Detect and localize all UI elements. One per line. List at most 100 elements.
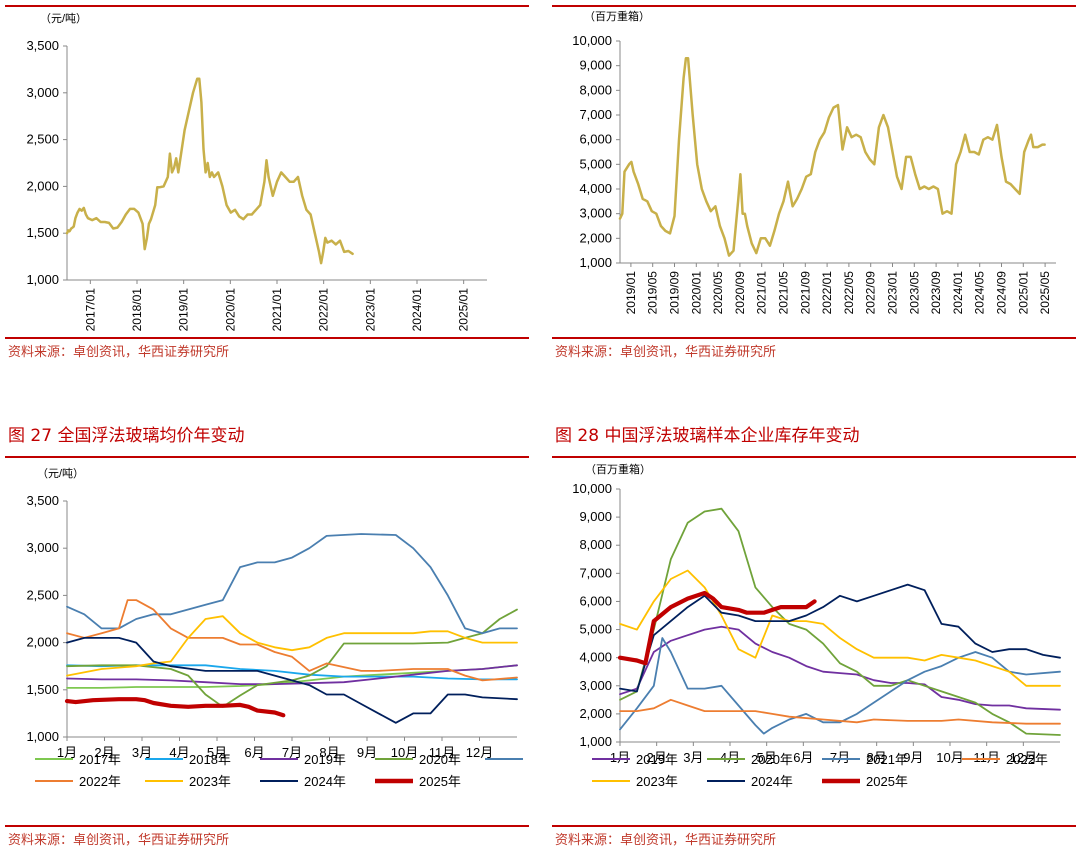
y-tick-label: 2,000 bbox=[26, 178, 59, 193]
x-tick-label: 2019/09 bbox=[668, 271, 682, 315]
x-tick-label: 5月 bbox=[757, 750, 777, 765]
source-note-3: 资料来源：卓创资讯，华西证券研究所 bbox=[8, 833, 230, 848]
x-tick-label: 5月 bbox=[207, 745, 227, 760]
unit-label: （百万重箱） bbox=[584, 9, 650, 23]
x-tick-label: 2024/01 bbox=[951, 271, 965, 315]
x-tick-label: 1月 bbox=[610, 750, 630, 765]
y-tick-label: 1,000 bbox=[579, 255, 612, 270]
title-rule-27 bbox=[5, 456, 529, 458]
x-tick-label: 2023/01 bbox=[363, 288, 377, 332]
legend-label: 2024年 bbox=[751, 774, 793, 789]
y-tick-label: 5,000 bbox=[579, 156, 612, 171]
x-tick-label: 2018/01 bbox=[130, 288, 144, 332]
x-tick-label: 2月 bbox=[647, 750, 667, 765]
series-line-2020年 bbox=[66, 608, 518, 708]
y-tick-label: 10,000 bbox=[572, 481, 612, 496]
x-tick-label: 2023/05 bbox=[907, 271, 921, 315]
y-tick-label: 10,000 bbox=[572, 33, 612, 48]
y-tick-label: 1,000 bbox=[579, 734, 612, 749]
y-tick-label: 7,000 bbox=[579, 107, 612, 122]
x-tick-label: 10月 bbox=[936, 750, 963, 765]
y-tick-label: 7,000 bbox=[579, 565, 612, 580]
x-tick-label: 2022/05 bbox=[842, 271, 856, 315]
legend-label: 2017年 bbox=[79, 752, 121, 767]
x-tick-label: 8月 bbox=[319, 745, 339, 760]
y-tick-label: 3,000 bbox=[26, 85, 59, 100]
x-tick-label: 7月 bbox=[282, 745, 302, 760]
title-rule-28 bbox=[552, 456, 1076, 458]
x-tick-label: 4月 bbox=[720, 750, 740, 765]
y-tick-label: 1,500 bbox=[26, 225, 59, 240]
unit-label: （元/吨） bbox=[37, 467, 84, 480]
top-rule-left bbox=[5, 5, 529, 7]
x-tick-label: 7月 bbox=[830, 750, 850, 765]
series-line-2022年 bbox=[66, 599, 518, 682]
series-line-2019年 bbox=[66, 664, 518, 685]
source-rule-4 bbox=[552, 825, 1076, 827]
x-tick-label: 2024/05 bbox=[973, 271, 987, 315]
x-tick-label: 2024/09 bbox=[995, 271, 1009, 315]
source-note-4: 资料来源：卓创资讯，华西证券研究所 bbox=[555, 833, 777, 848]
y-tick-label: 3,000 bbox=[26, 540, 59, 555]
source-rule-1 bbox=[5, 337, 529, 339]
chart-inventory-trend: （百万重箱） 1,000 2,000 3,000 4,000 5,000 6,000 7,00… bbox=[572, 9, 1056, 315]
legend-label: 2025年 bbox=[866, 774, 908, 789]
legend-label: 2019年 bbox=[636, 752, 678, 767]
legend-label: 2018年 bbox=[189, 752, 231, 767]
legend-label: 2020年 bbox=[419, 752, 461, 767]
y-tick-label: 3,000 bbox=[579, 206, 612, 221]
source-rule-2 bbox=[552, 337, 1076, 339]
x-tick-label: 2021/01 bbox=[270, 288, 284, 332]
y-tick-label: 5,000 bbox=[579, 622, 612, 637]
series-line-2025年 bbox=[617, 590, 817, 666]
x-tick-label: 2021/09 bbox=[798, 271, 812, 315]
y-tick-label: 3,500 bbox=[26, 493, 59, 508]
chart-price-trend: （元/吨） 1,000 1,500 2,000 2,500 3,000 3,500 2017/… bbox=[26, 12, 487, 332]
y-tick-label: 1,500 bbox=[26, 682, 59, 697]
x-tick-label: 2020/01 bbox=[223, 288, 237, 332]
x-tick-label: 2025/01 bbox=[1016, 271, 1030, 315]
x-tick-label: 11月 bbox=[429, 745, 456, 760]
y-tick-label: 1,000 bbox=[26, 729, 59, 744]
legend-label: 2025年 bbox=[419, 774, 461, 789]
x-tick-label: 2022/01 bbox=[317, 288, 331, 332]
y-tick-label: 8,000 bbox=[579, 82, 612, 97]
x-tick-label: 11月 bbox=[973, 750, 1000, 765]
series-line-2018年 bbox=[66, 664, 518, 681]
y-tick-label: 2,000 bbox=[579, 706, 612, 721]
y-tick-label: 9,000 bbox=[579, 58, 612, 73]
x-tick-label: 2020/09 bbox=[733, 271, 747, 315]
x-tick-label: 2024/01 bbox=[410, 288, 424, 332]
legend-label: 2024年 bbox=[304, 774, 346, 789]
figure-28-title: 图 28 中国浮法玻璃样本企业库存年变动 bbox=[555, 426, 860, 446]
y-tick-label: 6,000 bbox=[579, 132, 612, 147]
source-note-1: 资料来源：卓创资讯，华西证券研究所 bbox=[8, 345, 230, 360]
series-line-2020年 bbox=[619, 507, 1061, 736]
x-tick-label: 8月 bbox=[867, 750, 887, 765]
x-tick-label: 6月 bbox=[244, 745, 264, 760]
x-tick-label: 2019/01 bbox=[177, 288, 191, 332]
x-tick-label: 2019/01 bbox=[624, 271, 638, 315]
y-tick-label: 9,000 bbox=[579, 509, 612, 524]
legend-label: 2021年 bbox=[866, 752, 908, 767]
x-tick-label: 2021/05 bbox=[777, 271, 791, 315]
unit-label: （元/吨） bbox=[40, 12, 87, 25]
x-tick-label: 12月 bbox=[1010, 750, 1037, 765]
chart-price-yoy: （元/吨） 1,000 1,500 2,000 2,500 3,000 3,500 1月 2月 3… bbox=[26, 467, 523, 789]
x-tick-label: 2021/01 bbox=[755, 271, 769, 315]
x-tick-label: 9月 bbox=[357, 745, 377, 760]
legend-label: 2022年 bbox=[1006, 752, 1048, 767]
series-line-2021年 bbox=[66, 533, 518, 635]
x-tick-label: 3月 bbox=[132, 745, 152, 760]
x-tick-label: 2022/09 bbox=[864, 271, 878, 315]
series-line-2024年 bbox=[66, 637, 518, 724]
x-tick-label: 2020/01 bbox=[689, 271, 703, 315]
x-tick-label: 2020/05 bbox=[711, 271, 725, 315]
series-line-2022年 bbox=[619, 698, 1061, 725]
x-tick-label: 2017/01 bbox=[83, 288, 97, 332]
series-line-2024年 bbox=[619, 583, 1061, 693]
y-tick-label: 6,000 bbox=[579, 593, 612, 608]
x-tick-label: 12月 bbox=[466, 745, 493, 760]
legend-label: 2023年 bbox=[636, 774, 678, 789]
y-tick-label: 3,000 bbox=[579, 678, 612, 693]
